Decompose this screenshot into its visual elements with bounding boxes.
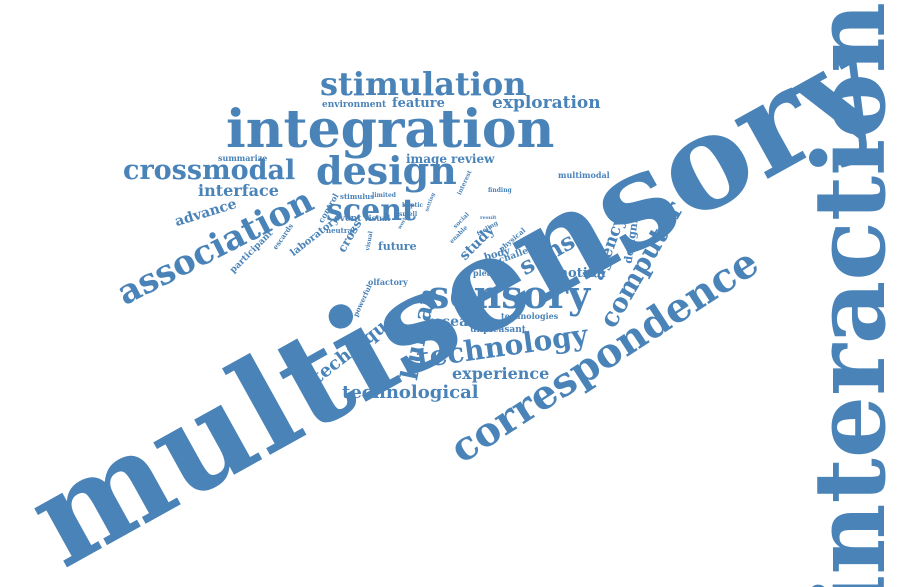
word-future: future — [378, 240, 417, 253]
word-interest: interest — [455, 169, 474, 197]
word-design: design — [316, 148, 457, 193]
word-summarize: summarize — [218, 153, 268, 163]
word-crossmodal: crossmodal — [123, 155, 296, 186]
word-visual-small: visual — [364, 230, 375, 252]
word-pleasant: pleasant — [473, 268, 512, 278]
word-setting: setting — [424, 192, 437, 213]
word-image: image — [406, 152, 448, 166]
word-result: result — [480, 215, 497, 221]
word-emotion: emotion — [546, 266, 606, 281]
word-research: research — [426, 314, 495, 330]
word-multimodal: multimodal — [558, 170, 610, 180]
word-olfactory: olfactory — [368, 277, 408, 287]
word-environment: environment — [322, 100, 387, 110]
word-smell: smell — [399, 211, 418, 218]
word-review: review — [451, 152, 495, 166]
word-technological: technological — [342, 382, 479, 403]
word-neutral: neutral — [326, 226, 355, 235]
word-interface: interface — [198, 181, 279, 200]
word-finding: finding — [488, 187, 512, 194]
word-sensory: sensory — [428, 272, 591, 317]
word-event: event — [334, 214, 362, 224]
word-integration: integration — [226, 99, 555, 160]
word-unpleasant: unpleasant — [470, 325, 526, 335]
word-experience: experience — [452, 364, 550, 383]
word-haptic: haptic — [402, 202, 424, 209]
word-interaction: interaction — [793, 1, 900, 587]
word-scent: scent — [326, 193, 416, 228]
word-exploration: exploration — [492, 93, 601, 113]
word-visual: visual — [364, 213, 391, 223]
word-feature: feature — [392, 96, 445, 111]
word-stimulus: stimulus — [340, 192, 375, 201]
word-stimulation: stimulation — [320, 65, 527, 103]
word-limited: limited — [372, 192, 396, 199]
word-technologies: technologies — [501, 311, 559, 321]
